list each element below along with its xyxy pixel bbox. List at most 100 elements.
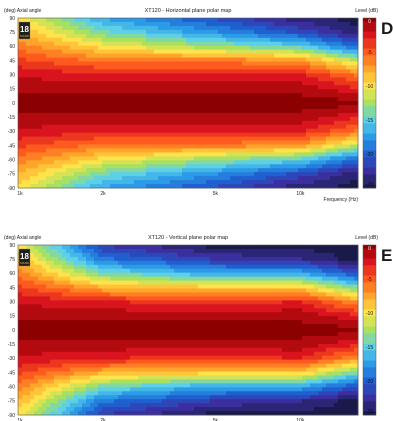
heatmap-cell	[130, 276, 135, 281]
heatmap-cell	[258, 184, 263, 189]
heatmap-cell	[158, 81, 163, 86]
heatmap-cell	[114, 264, 119, 270]
heatmap-cell	[286, 57, 291, 62]
heatmap-cell	[138, 112, 143, 118]
heatmap-cell	[82, 65, 87, 70]
heatmap-cell	[218, 53, 223, 58]
heatmap-cell	[54, 379, 59, 384]
heatmap-cell	[94, 112, 99, 118]
heatmap-cell	[22, 49, 27, 54]
heatmap-cell	[86, 184, 91, 189]
heatmap-cell	[126, 395, 131, 400]
heatmap-cell	[230, 65, 235, 70]
heatmap-cell	[154, 128, 159, 134]
heatmap-cell	[122, 112, 127, 118]
heatmap-cell	[58, 355, 63, 361]
y-tick-label: -90	[8, 186, 15, 192]
heatmap-cell	[118, 335, 123, 341]
heatmap-cell	[18, 128, 23, 134]
heatmap-cell	[50, 81, 55, 86]
heatmap-cell	[86, 304, 91, 309]
heatmap-cell	[198, 18, 203, 23]
heatmap-cell	[18, 184, 23, 189]
heatmap-cell	[70, 77, 75, 82]
heatmap-cell	[106, 312, 111, 317]
colorbar-step	[363, 171, 376, 175]
heatmap-cell	[102, 379, 107, 384]
heatmap-cell	[122, 57, 127, 62]
heatmap-cell	[98, 120, 103, 126]
heatmap-cell	[206, 112, 211, 118]
heatmap-cell	[270, 25, 275, 31]
heatmap-cell	[206, 73, 211, 78]
heatmap-cell	[94, 328, 99, 333]
heatmap-cell	[146, 176, 151, 181]
heatmap-cell	[110, 33, 115, 39]
heatmap-cell	[102, 136, 107, 141]
heatmap-cell	[26, 156, 31, 161]
heatmap-cell	[62, 403, 67, 408]
heatmap-cell	[78, 308, 83, 313]
heatmap-cell	[238, 69, 243, 74]
heatmap-cell	[290, 140, 295, 145]
heatmap-cell	[194, 152, 199, 157]
heatmap-cell	[170, 180, 175, 185]
heatmap-cell	[118, 49, 123, 54]
heatmap-cell	[98, 57, 103, 62]
heatmap-cell	[106, 367, 111, 372]
heatmap-cell	[230, 33, 235, 39]
heatmap-cell	[46, 355, 51, 361]
heatmap-cell	[74, 172, 79, 177]
heatmap-cell	[46, 260, 51, 266]
heatmap-cell	[82, 93, 87, 98]
heatmap-cell	[294, 18, 299, 23]
heatmap-cell	[46, 45, 51, 51]
heatmap-cell	[34, 128, 39, 134]
heatmap-cell	[130, 57, 135, 62]
heatmap-cell	[98, 339, 103, 345]
heatmap-cell	[210, 29, 215, 35]
heatmap-cell	[86, 136, 91, 141]
heatmap-cell	[70, 29, 75, 35]
heatmap-cell	[218, 144, 223, 149]
heatmap-cell	[90, 164, 95, 169]
heatmap-cell	[238, 57, 243, 62]
heatmap-cell	[102, 351, 107, 357]
heatmap-cell	[298, 89, 303, 94]
heatmap-cell	[54, 371, 59, 376]
heatmap-cell	[102, 403, 107, 408]
heatmap-cell	[50, 77, 55, 82]
heatmap-cell	[334, 164, 339, 169]
heatmap-cell	[162, 168, 167, 173]
heatmap-cell	[58, 300, 63, 305]
heatmap-cell	[346, 144, 351, 149]
heatmap-cell	[338, 132, 343, 137]
heatmap-cell	[106, 25, 111, 31]
heatmap-cell	[102, 272, 107, 278]
heatmap-cell	[350, 104, 355, 110]
heatmap-cell	[78, 53, 83, 58]
heatmap-cell	[106, 156, 111, 161]
heatmap-cell	[74, 359, 79, 364]
heatmap-cell	[278, 116, 283, 122]
heatmap-cell	[166, 136, 171, 141]
heatmap-cell	[30, 276, 35, 281]
heatmap-cell	[298, 180, 303, 185]
heatmap-cell	[298, 61, 303, 66]
heatmap-cell	[242, 164, 247, 169]
heatmap-cell	[86, 292, 91, 297]
heatmap-cell	[110, 93, 115, 98]
heatmap-cell	[258, 33, 263, 39]
heatmap-cell	[254, 81, 259, 86]
heatmap-cell	[114, 355, 119, 361]
heatmap-cell	[118, 160, 123, 165]
heatmap-cell	[118, 176, 123, 181]
heatmap-cell	[342, 18, 347, 23]
heatmap-cell	[102, 120, 107, 126]
heatmap-cell	[282, 172, 287, 177]
heatmap-cell	[214, 132, 219, 137]
heatmap-cell	[334, 104, 339, 110]
heatmap-cell	[330, 124, 335, 130]
heatmap-cell	[114, 49, 119, 54]
heatmap-cell	[34, 29, 39, 35]
